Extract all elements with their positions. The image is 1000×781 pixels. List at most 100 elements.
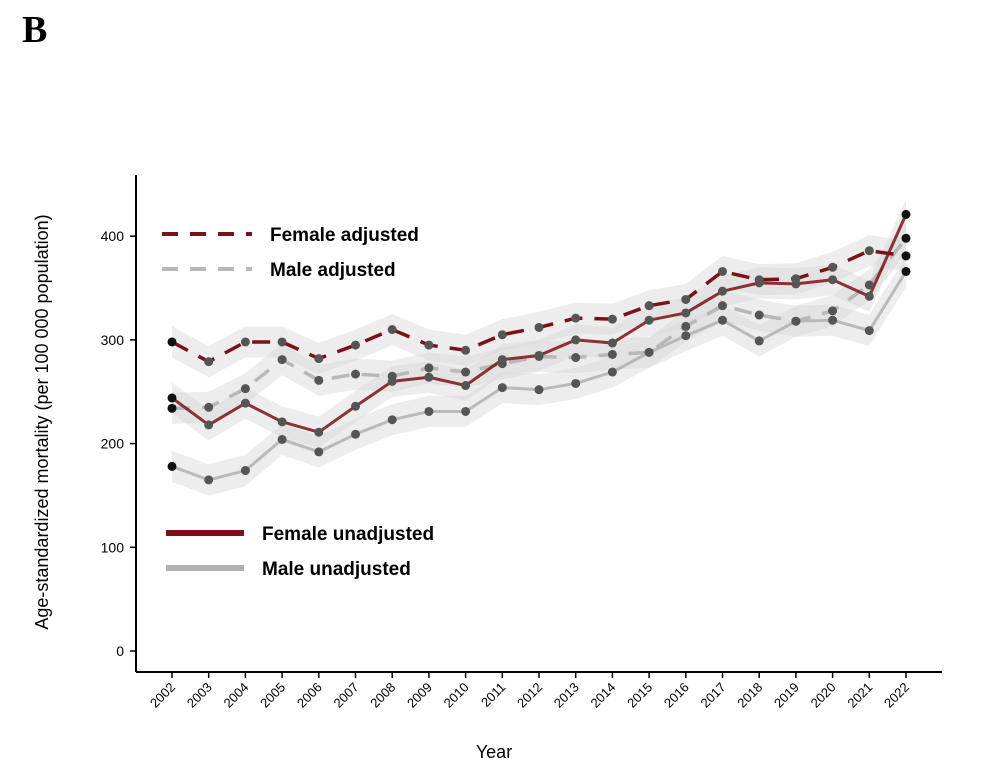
- x-tick-label-1: 2003: [184, 680, 215, 711]
- legend-label-1: Male adjusted: [270, 260, 396, 281]
- data-point-s3-14: [681, 331, 691, 341]
- data-point-s0-10: [534, 322, 544, 332]
- data-point-s2-7: [424, 372, 434, 382]
- y-tick-label-4: 400: [101, 228, 125, 244]
- data-point-s0-13: [644, 301, 654, 311]
- data-point-s2-6: [387, 376, 397, 386]
- series-points: [167, 209, 911, 485]
- data-point-s3-4: [314, 447, 324, 457]
- x-tick-label-8: 2010: [441, 680, 472, 711]
- data-point-s2-15: [718, 286, 727, 296]
- data-point-s0-3: [277, 337, 287, 347]
- x-tick-label-4: 2006: [294, 680, 325, 711]
- x-tick-label-7: 2009: [404, 680, 435, 711]
- data-point-s1-12: [607, 349, 617, 359]
- data-point-s3-3: [277, 434, 287, 444]
- data-point-s1-17: [791, 316, 801, 326]
- data-point-s3-19: [864, 326, 874, 336]
- data-point-s1-4: [314, 375, 324, 385]
- data-point-s0-9: [497, 330, 507, 340]
- data-point-s1-13: [644, 347, 654, 357]
- data-point-s2-14: [681, 308, 691, 318]
- data-point-s2-1: [204, 420, 214, 430]
- panel-label: B: [22, 9, 48, 51]
- y-axis-title: Age-standardized mortality (per 100 000 …: [32, 214, 52, 629]
- x-tick-label-13: 2015: [624, 680, 655, 711]
- data-point-s1-19: [864, 280, 874, 290]
- x-tick-label-14: 2016: [661, 680, 692, 711]
- data-point-s2-8: [461, 381, 471, 391]
- data-point-s0-1: [204, 357, 214, 367]
- data-point-s3-0: [167, 461, 177, 471]
- y-tick-label-2: 200: [101, 436, 125, 452]
- data-point-s0-8: [461, 345, 471, 355]
- x-tick-label-5: 2007: [331, 680, 362, 711]
- data-point-s2-19: [864, 291, 874, 301]
- data-point-s2-2: [240, 398, 250, 408]
- data-point-s1-8: [461, 367, 471, 377]
- x-tick-label-15: 2017: [698, 680, 729, 711]
- data-point-s0-7: [424, 340, 434, 350]
- data-point-s3-20: [901, 266, 911, 276]
- data-point-s3-15: [718, 315, 727, 325]
- data-point-s3-7: [424, 406, 434, 416]
- data-point-s2-4: [314, 427, 324, 437]
- data-point-s3-11: [571, 378, 581, 388]
- data-point-s2-11: [571, 335, 581, 345]
- data-point-s2-3: [277, 417, 287, 427]
- data-point-s1-20: [901, 233, 911, 243]
- data-point-s2-12: [607, 338, 617, 348]
- data-point-s3-18: [828, 315, 838, 325]
- data-point-s2-0: [167, 393, 177, 403]
- y-tick-label-1: 100: [101, 539, 125, 555]
- data-point-s3-1: [204, 475, 214, 485]
- y-tick-label-0: 0: [116, 643, 124, 659]
- data-point-s1-5: [351, 369, 360, 379]
- x-tick-label-20: 2022: [881, 680, 912, 711]
- data-point-s2-16: [754, 278, 764, 288]
- legend-label-3: Male unadjusted: [262, 559, 411, 580]
- data-point-s1-18: [828, 306, 838, 316]
- x-tick-label-19: 2021: [844, 680, 875, 711]
- data-point-s0-12: [607, 314, 617, 324]
- data-point-s3-12: [607, 367, 617, 377]
- x-axis-title: Year: [476, 742, 512, 762]
- data-point-s2-20: [901, 209, 911, 219]
- data-point-s3-2: [240, 466, 250, 476]
- data-point-s0-4: [314, 354, 324, 364]
- data-point-s2-17: [791, 279, 801, 289]
- x-tick-label-16: 2018: [734, 680, 765, 711]
- x-tick-label-11: 2013: [551, 680, 582, 711]
- data-point-s2-18: [828, 275, 838, 285]
- data-point-s3-16: [754, 336, 764, 346]
- data-point-s2-5: [351, 401, 360, 411]
- legend-label-0: Female adjusted: [270, 225, 419, 246]
- data-point-s0-11: [571, 313, 581, 323]
- data-point-s3-6: [387, 415, 397, 425]
- data-point-s0-6: [387, 325, 397, 335]
- data-point-s3-9: [497, 383, 507, 393]
- data-point-s2-9: [497, 355, 507, 365]
- x-tick-label-18: 2020: [808, 680, 839, 711]
- x-tick-label-0: 2002: [147, 680, 178, 711]
- x-tick-label-6: 2008: [367, 680, 398, 711]
- data-point-s0-19: [864, 246, 874, 256]
- x-tick-label-17: 2019: [771, 680, 802, 711]
- data-point-s0-14: [681, 294, 691, 304]
- data-point-s0-0: [167, 337, 177, 347]
- x-tick-label-10: 2012: [514, 680, 545, 711]
- data-point-s1-14: [681, 321, 691, 331]
- x-tick-label-9: 2011: [478, 680, 508, 710]
- data-point-s2-13: [644, 315, 654, 325]
- data-point-s1-1: [204, 402, 214, 412]
- data-point-s0-20: [901, 251, 911, 261]
- data-point-s1-7: [424, 363, 434, 373]
- data-point-s3-5: [351, 429, 360, 439]
- data-point-s1-15: [718, 301, 727, 311]
- legend-label-2: Female unadjusted: [262, 524, 434, 545]
- data-point-s1-0: [167, 403, 177, 413]
- data-point-s3-10: [534, 385, 544, 395]
- x-tick-label-2: 2004: [220, 680, 251, 711]
- data-point-s1-3: [277, 355, 287, 365]
